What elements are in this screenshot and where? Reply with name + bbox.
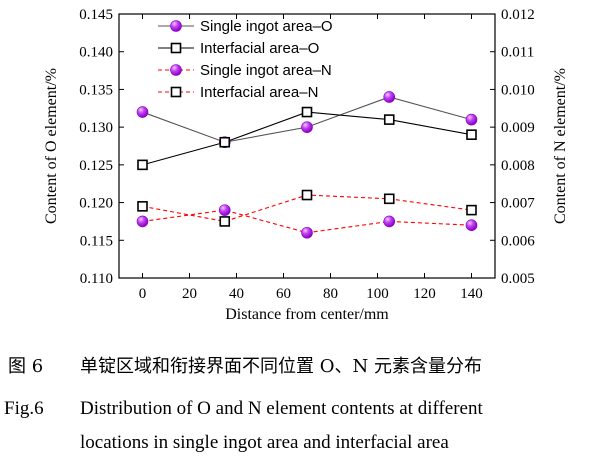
series-1-point [136, 106, 149, 118]
y-left-tick-label: 0.110 [80, 271, 113, 287]
x-axis-title: Distance from center/mm [225, 306, 389, 323]
x-tick-label: 100 [366, 286, 389, 302]
series-1-point [465, 113, 478, 126]
series-line-2 [142, 111, 472, 166]
series-2-point [466, 129, 477, 140]
legend-label-2: Interfacial area–O [200, 40, 319, 57]
y-left-tick-label: 0.125 [79, 158, 113, 174]
x-tick-label: 20 [182, 286, 197, 302]
series-4-point [301, 189, 313, 201]
legend-label-1: Single ingot area–O [200, 18, 333, 35]
series-4-point [219, 216, 231, 227]
series-2-point [301, 106, 313, 118]
y-left-tick-label: 0.115 [80, 233, 113, 249]
y-axis-right-title: Content of N element/% [552, 68, 569, 224]
series-1-point [383, 91, 396, 103]
y-right-tick-label: 0.010 [501, 82, 535, 98]
y-right-tick-label: 0.008 [501, 158, 535, 174]
y-left-tick-label: 0.120 [79, 196, 113, 212]
legend-marker-1 [170, 20, 182, 32]
series-4-point [466, 204, 477, 216]
x-tick-label: 80 [323, 286, 338, 302]
series-3-point [383, 215, 396, 228]
series-1-point [301, 121, 313, 133]
series-3-point [301, 226, 313, 239]
caption-en-text-line2: locations in single ingot area and inter… [80, 432, 449, 453]
series-2-point [219, 136, 231, 148]
y-left-tick-label: 0.145 [79, 7, 113, 23]
y-right-tick-label: 0.006 [501, 233, 535, 249]
x-tick-label: 40 [229, 286, 244, 302]
legend-label-4: Interfacial area–N [200, 84, 318, 101]
caption-en-label: Fig.6 [4, 398, 44, 419]
y-left-tick-label: 0.140 [79, 45, 113, 61]
x-tick-label: 120 [413, 286, 436, 302]
series-4-point [137, 201, 148, 212]
caption-cn-label: 图 6 [8, 356, 44, 377]
series-4-point [383, 193, 395, 205]
legend-marker-2 [170, 42, 182, 54]
y-right-tick-label: 0.011 [501, 45, 534, 61]
series-line-1 [142, 96, 472, 143]
legend: Single ingot area–O Interfacial area–O Sin… [158, 18, 333, 101]
y-right-tick-label: 0.012 [501, 7, 535, 23]
series-3-point [465, 219, 478, 231]
axis-ticks: 0 20 40 60 80 100 120 140 0.110 0.115 0.120 0.125 0.… [79, 7, 535, 302]
y-right-tick-label: 0.005 [501, 271, 535, 287]
series-2-point [137, 159, 148, 171]
caption-cn-text: 单锭区域和衔接界面不同位置 O、N 元素含量分布 [80, 356, 482, 377]
legend-label-3: Single ingot area–N [200, 62, 332, 79]
x-tick-label: 60 [276, 286, 291, 302]
series-3-point [218, 204, 231, 216]
caption-en-text-line1: Distribution of O and N element contents… [80, 398, 483, 419]
series-markers [136, 91, 478, 239]
dual-axis-line-chart: 0 20 40 60 80 100 120 140 0.110 0.115 0.120 0.125 0.… [43, 7, 569, 323]
y-left-tick-label: 0.130 [79, 120, 113, 136]
y-left-tick-label: 0.135 [79, 82, 113, 98]
x-tick-label: 0 [139, 286, 147, 302]
y-axis-left-title: Content of O element/% [43, 68, 60, 224]
legend-marker-3 [170, 64, 182, 76]
series-3-point [136, 215, 149, 228]
plot-frame [118, 13, 496, 279]
legend-marker-4 [170, 86, 182, 98]
series-2-point [383, 114, 395, 125]
y-right-tick-label: 0.007 [501, 196, 535, 212]
y-right-tick-label: 0.009 [501, 120, 535, 136]
x-tick-label: 140 [460, 286, 483, 302]
